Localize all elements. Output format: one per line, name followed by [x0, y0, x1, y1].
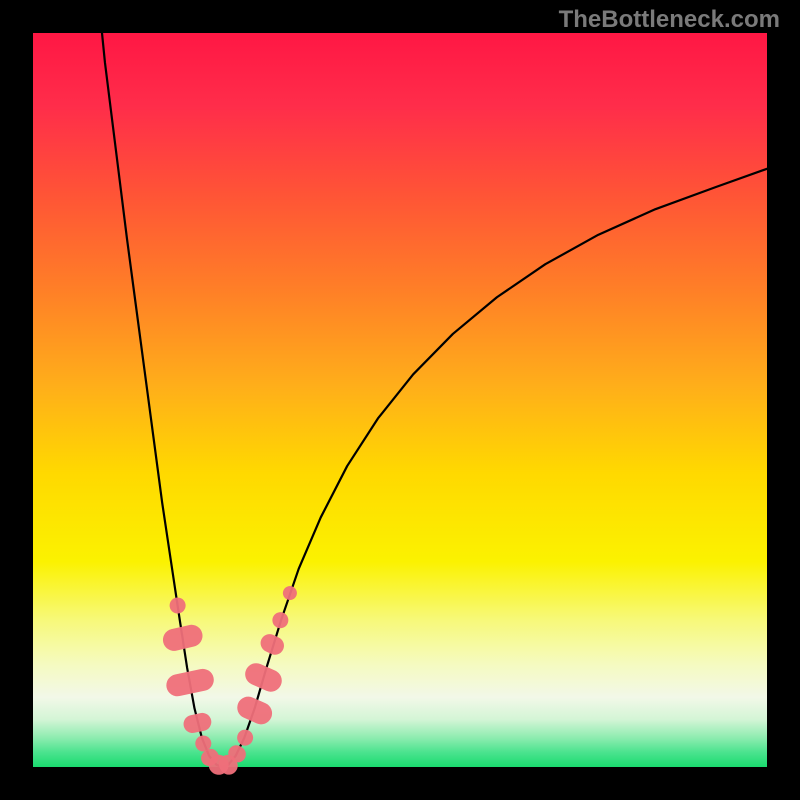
curve-markers: [161, 583, 300, 778]
watermark-text: TheBottleneck.com: [559, 6, 780, 34]
curve-marker: [167, 595, 188, 616]
curve-marker: [164, 667, 216, 698]
curve-marker: [242, 660, 286, 696]
curve-marker: [280, 583, 299, 602]
chart-container: TheBottleneck.com: [0, 0, 800, 800]
curve-marker: [161, 623, 205, 653]
chart-svg: [0, 0, 800, 800]
curve-marker: [258, 631, 287, 658]
bottleneck-curve: [102, 33, 767, 767]
curve-marker: [182, 711, 213, 734]
curve-marker: [234, 727, 256, 749]
curve-marker: [269, 609, 291, 631]
curve-marker: [234, 693, 276, 728]
